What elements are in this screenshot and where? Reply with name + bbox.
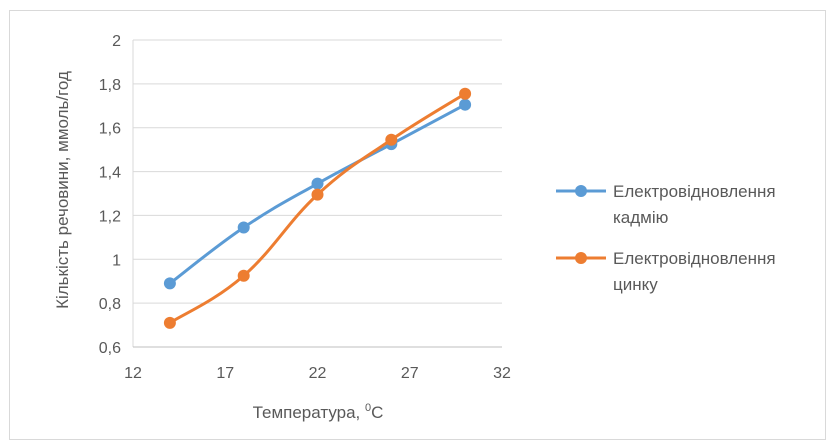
gridlines <box>133 39 502 304</box>
x-axis-title: Температура, 0C <box>253 402 384 422</box>
x-tick-label: 12 <box>124 365 142 382</box>
x-tick-label: 32 <box>493 365 511 382</box>
x-tick-labels: 12 17 22 27 32 <box>124 365 511 382</box>
y-tick-label: 1 <box>112 252 121 269</box>
x-tick-label: 27 <box>401 365 419 382</box>
y-tick-label: 1,6 <box>99 121 121 138</box>
legend-marker <box>575 252 587 264</box>
data-point <box>163 277 176 290</box>
y-tick-label: 1,8 <box>99 77 121 94</box>
x-axis-title-main: Температура, <box>253 403 365 422</box>
y-tick-label: 1,4 <box>99 165 121 182</box>
data-point <box>459 87 472 100</box>
x-axis-title-superscript: 0 <box>365 402 371 414</box>
y-tick-label: 2 <box>112 33 121 50</box>
chart-frame <box>9 10 826 440</box>
data-point <box>385 133 398 146</box>
legend-item-1: Електровідновлення кадмію <box>556 182 776 227</box>
y-tick-label: 0,6 <box>99 340 121 357</box>
legend-label: кадмію <box>613 208 669 227</box>
legend-label: Електровідновлення <box>613 249 776 268</box>
data-point <box>163 316 176 329</box>
x-tick-label: 17 <box>216 365 234 382</box>
data-point <box>459 98 472 111</box>
x-axis-title-unit: C <box>371 403 383 422</box>
x-tick-label: 22 <box>309 365 327 382</box>
legend-item-2: Електровідновлення цинку <box>556 249 776 294</box>
legend: ЕлектровідновленнякадміюЕлектровідновлен… <box>556 182 776 294</box>
data-point <box>311 177 324 190</box>
series-group <box>163 87 472 329</box>
y-tick-labels: 0,6 0,8 1 1,2 1,4 1,6 1,8 2 <box>99 33 121 357</box>
legend-label: цинку <box>613 275 658 294</box>
series-2 <box>163 87 472 329</box>
legend-marker <box>575 185 587 197</box>
data-point <box>311 188 324 201</box>
legend-label: Електровідновлення <box>613 182 776 201</box>
y-axis-title: Кількість речовини, ммоль/год <box>53 71 72 309</box>
axes <box>132 40 502 348</box>
data-point <box>237 269 250 282</box>
y-tick-label: 1,2 <box>99 208 121 225</box>
data-point <box>237 221 250 234</box>
y-tick-label: 0,8 <box>99 296 121 313</box>
